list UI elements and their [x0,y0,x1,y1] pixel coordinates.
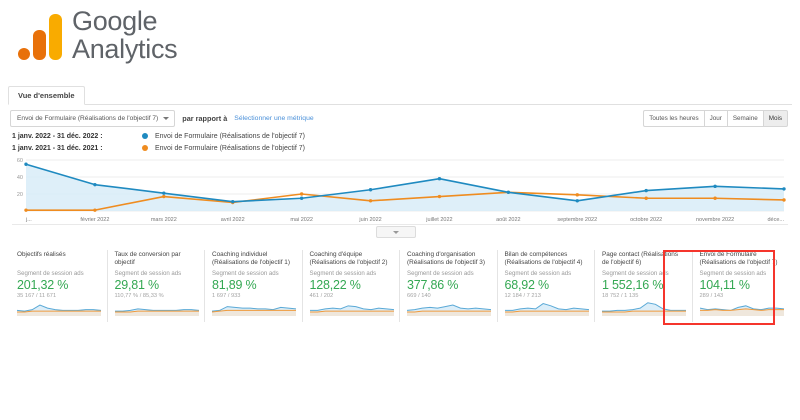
select-metric-link[interactable]: Sélectionner une métrique [234,115,314,122]
google-analytics-logo-icon [18,12,62,60]
logo-bar-tall [49,13,62,60]
legend-name-current: Envoi de Formulaire (Réalisations de l'o… [155,132,305,140]
metric-card[interactable]: Coaching d'organisation (Réalisations de… [400,250,498,322]
metric-card-sparkline [699,305,784,316]
metric-card-title: Envoi de Formulaire (Réalisations de l'o… [699,251,778,267]
metric-card-ratio: 669 / 140 [407,293,431,299]
metric-control-row: Envoi de Formulaire (Réalisations de l'o… [10,110,314,127]
brand-logo: Google Analytics [18,6,178,64]
chart-legend: 1 janv. 2022 - 31 déc. 2022 : Envoi de F… [12,130,305,154]
metric-card-title: Bilan de compétences (Réalisations de l'… [504,251,583,267]
svg-text:juin 2022: juin 2022 [358,217,381,223]
legend-name-previous: Envoi de Formulaire (Réalisations de l'o… [155,144,305,152]
svg-text:février 2022: février 2022 [80,217,109,223]
svg-text:septembre 2022: septembre 2022 [557,217,597,223]
metric-card[interactable]: Envoi de Formulaire (Réalisations de l'o… [693,250,791,322]
metric-card-title: Coaching individuel (Réalisations de l'o… [212,251,290,267]
metric-card-segment: Segment de session ads [17,270,84,277]
metric-card-title: Objectifs réalisés [17,251,66,258]
brand-name: Google Analytics [72,6,178,64]
granularity-button-week[interactable]: Semaine [726,110,763,127]
metric-card[interactable]: Taux de conversion par objectif Segment d… [108,250,205,322]
svg-text:août 2022: août 2022 [496,217,520,223]
metric-card-value: 68,92 % [504,278,550,292]
metric-card-value: 1 552,16 % [602,278,664,292]
svg-text:40: 40 [17,175,23,181]
svg-text:mars 2022: mars 2022 [151,217,177,223]
granularity-button-day[interactable]: Jour [703,110,727,127]
brand-name-line1: Google [72,6,158,36]
legend-row-current: 1 janv. 2022 - 31 déc. 2022 : Envoi de F… [12,130,305,142]
metric-card[interactable]: Coaching d'équipe (Réalisations de l'obj… [303,250,400,322]
brand-name-line2: Analytics [72,33,178,64]
granularity-button-group: Toutes les heures Jour Semaine Mois [643,110,788,127]
metric-card-value: 201,32 % [17,278,69,292]
legend-dot-previous [142,145,148,151]
metric-card-sparkline [504,302,589,316]
legend-row-previous: 1 janv. 2021 - 31 déc. 2021 : Envoi de F… [12,142,305,154]
legend-date-previous: 1 janv. 2021 - 31 déc. 2021 : [12,144,103,152]
metric-card-ratio: 461 / 202 [309,293,334,299]
metric-card-value: 29,81 % [114,278,160,292]
metric-card-title: Page contact (Réalisations de l'objectif… [602,251,679,267]
metric-card-value: 377,86 % [407,278,459,292]
granularity-button-month[interactable]: Mois [762,110,788,127]
svg-text:j...: j... [25,217,32,223]
metric-card-ratio: 1 697 / 933 [212,293,241,299]
svg-text:novembre 2022: novembre 2022 [696,217,734,223]
metric-card-sparkline [114,308,199,316]
main-chart-svg: 20 40 60 j... février 2022 mars 2022 avril 202… [17,158,786,223]
metric-card-title: Taux de conversion par objectif [114,251,181,267]
tab-strip: Vue d'ensemble [8,86,792,105]
svg-text:octobre 2022: octobre 2022 [630,217,662,223]
logo-dot [18,47,30,60]
svg-text:avril 2022: avril 2022 [221,217,245,223]
svg-text:mai 2022: mai 2022 [290,217,313,223]
metric-card-segment: Segment de session ads [699,270,767,277]
metric-card-ratio: 35 167 / 11 671 [17,293,57,299]
compare-label: par rapport à [182,114,228,123]
chevron-down-icon [163,117,170,120]
chart-range-handle[interactable] [376,226,416,238]
metric-card[interactable]: Page contact (Réalisations de l'objectif… [595,250,693,322]
legend-date-current: 1 janv. 2022 - 31 déc. 2022 : [12,132,103,140]
svg-text:60: 60 [17,158,23,164]
metric-card-segment: Segment de session ads [504,270,572,277]
svg-text:juillet 2022: juillet 2022 [425,217,452,223]
metric-card-sparkline [16,304,102,316]
granularity-button-hourly[interactable]: Toutes les heures [643,110,704,127]
metric-card-ratio: 12 184 / 7 213 [504,293,541,299]
metric-card-title: Coaching d'organisation (Réalisations de… [407,251,485,267]
metric-card-row: Objectifs réalisés Segment de session ads… [10,250,790,322]
metric-card-ratio: 18 752 / 1 135 [602,293,639,299]
svg-text:déce...: déce... [767,217,784,223]
metric-card[interactable]: Objectifs réalisés Segment de session ads… [10,250,108,322]
metric-card-ratio: 110,77 % / 85,33 % [114,293,164,299]
metric-card-sparkline [211,306,297,316]
metric-card-segment: Segment de session ads [212,270,279,277]
metric-card-ratio: 289 / 143 [699,293,724,299]
metric-card-value: 104,11 % [699,278,750,292]
metric-card-title: Coaching d'équipe (Réalisations de l'obj… [309,251,388,267]
metric-card[interactable]: Coaching individuel (Réalisations de l'o… [205,250,303,322]
logo-bar-mid [33,29,46,60]
tab-vue-densemble[interactable]: Vue d'ensemble [8,86,85,105]
metric-card[interactable]: Bilan de compétences (Réalisations de l'… [498,250,595,322]
svg-text:20: 20 [17,192,23,198]
legend-dot-current [142,133,148,139]
metric-select-value: Envoi de Formulaire (Réalisations de l'o… [17,115,159,122]
metric-select[interactable]: Envoi de Formulaire (Réalisations de l'o… [10,110,176,127]
metric-card-sparkline [309,305,394,316]
metric-card-value: 128,22 % [309,278,361,292]
main-line-chart[interactable]: 20 40 60 j... février 2022 mars 2022 avril 202… [12,156,788,224]
metric-card-value: 81,89 % [212,278,257,292]
metric-card-segment: Segment de session ads [114,270,182,277]
metric-card-segment: Segment de session ads [602,270,669,277]
metric-card-sparkline [406,304,492,316]
metric-card-segment: Segment de session ads [407,270,474,277]
chart-bottom-axis [12,224,788,237]
metric-card-segment: Segment de session ads [309,270,377,277]
metric-card-sparkline [602,302,686,316]
